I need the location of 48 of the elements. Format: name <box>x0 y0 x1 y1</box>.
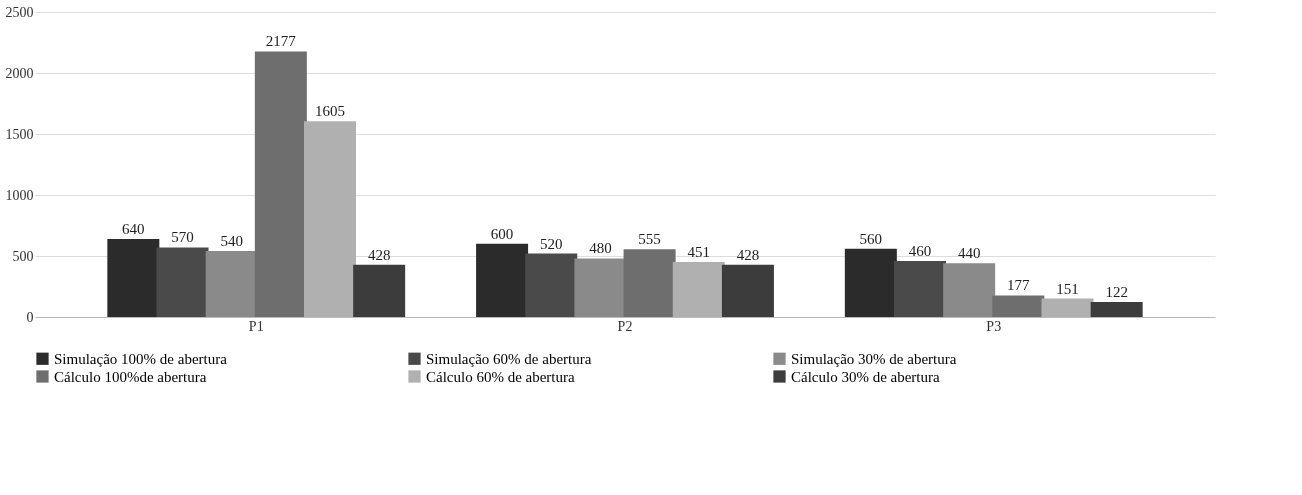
legend-label: Cálculo 30% de abertura <box>791 368 941 385</box>
y-tick-label: 2000 <box>5 65 34 81</box>
bar <box>721 264 774 317</box>
data-label: 451 <box>687 243 710 260</box>
bar <box>574 258 627 317</box>
legend-label: Simulação 100% de abertura <box>54 350 228 367</box>
y-tick-label: 1000 <box>5 187 34 203</box>
data-label: 440 <box>957 245 981 262</box>
data-label: 2177 <box>265 33 297 50</box>
legend-label: Cálculo 60% de abertura <box>426 368 576 385</box>
y-tick-label: 1500 <box>5 126 34 142</box>
legend-label: Cálculo 100%de abertura <box>54 368 207 385</box>
data-label: 480 <box>589 240 612 257</box>
data-label: 1605 <box>315 103 345 120</box>
y-tick-label: 500 <box>12 248 34 264</box>
data-label: 460 <box>908 242 932 259</box>
bar <box>525 253 578 317</box>
data-label: 428 <box>367 246 391 263</box>
data-label: 540 <box>220 233 243 250</box>
data-label: 600 <box>490 225 514 242</box>
y-tick-label: 2500 <box>5 4 34 20</box>
bar <box>254 51 307 317</box>
bar <box>844 248 897 317</box>
legend-label: Simulação 60% de abertura <box>426 350 592 367</box>
bar <box>476 243 529 317</box>
x-tick-label: P3 <box>986 318 1002 334</box>
bar <box>623 249 676 317</box>
data-label: 122 <box>1105 284 1128 301</box>
x-tick-label: P1 <box>248 318 264 334</box>
data-label: 555 <box>638 231 661 248</box>
bar <box>205 251 258 317</box>
bar <box>353 264 406 317</box>
data-label: 428 <box>736 246 760 263</box>
bar <box>1090 302 1143 317</box>
data-label: 177 <box>1007 277 1031 294</box>
bar <box>992 295 1045 317</box>
x-tick-label: P2 <box>617 318 633 334</box>
data-label: 520 <box>540 235 563 252</box>
y-tick-label: 0 <box>26 309 34 325</box>
bar <box>156 247 209 317</box>
data-label: 151 <box>1056 280 1079 297</box>
data-label: 570 <box>171 229 194 246</box>
data-label: 560 <box>859 230 883 247</box>
legend-label: Simulação 30% de abertura <box>791 350 957 367</box>
data-label: 640 <box>122 220 145 237</box>
bar <box>107 238 160 317</box>
bar <box>943 263 996 317</box>
bar <box>894 260 946 317</box>
